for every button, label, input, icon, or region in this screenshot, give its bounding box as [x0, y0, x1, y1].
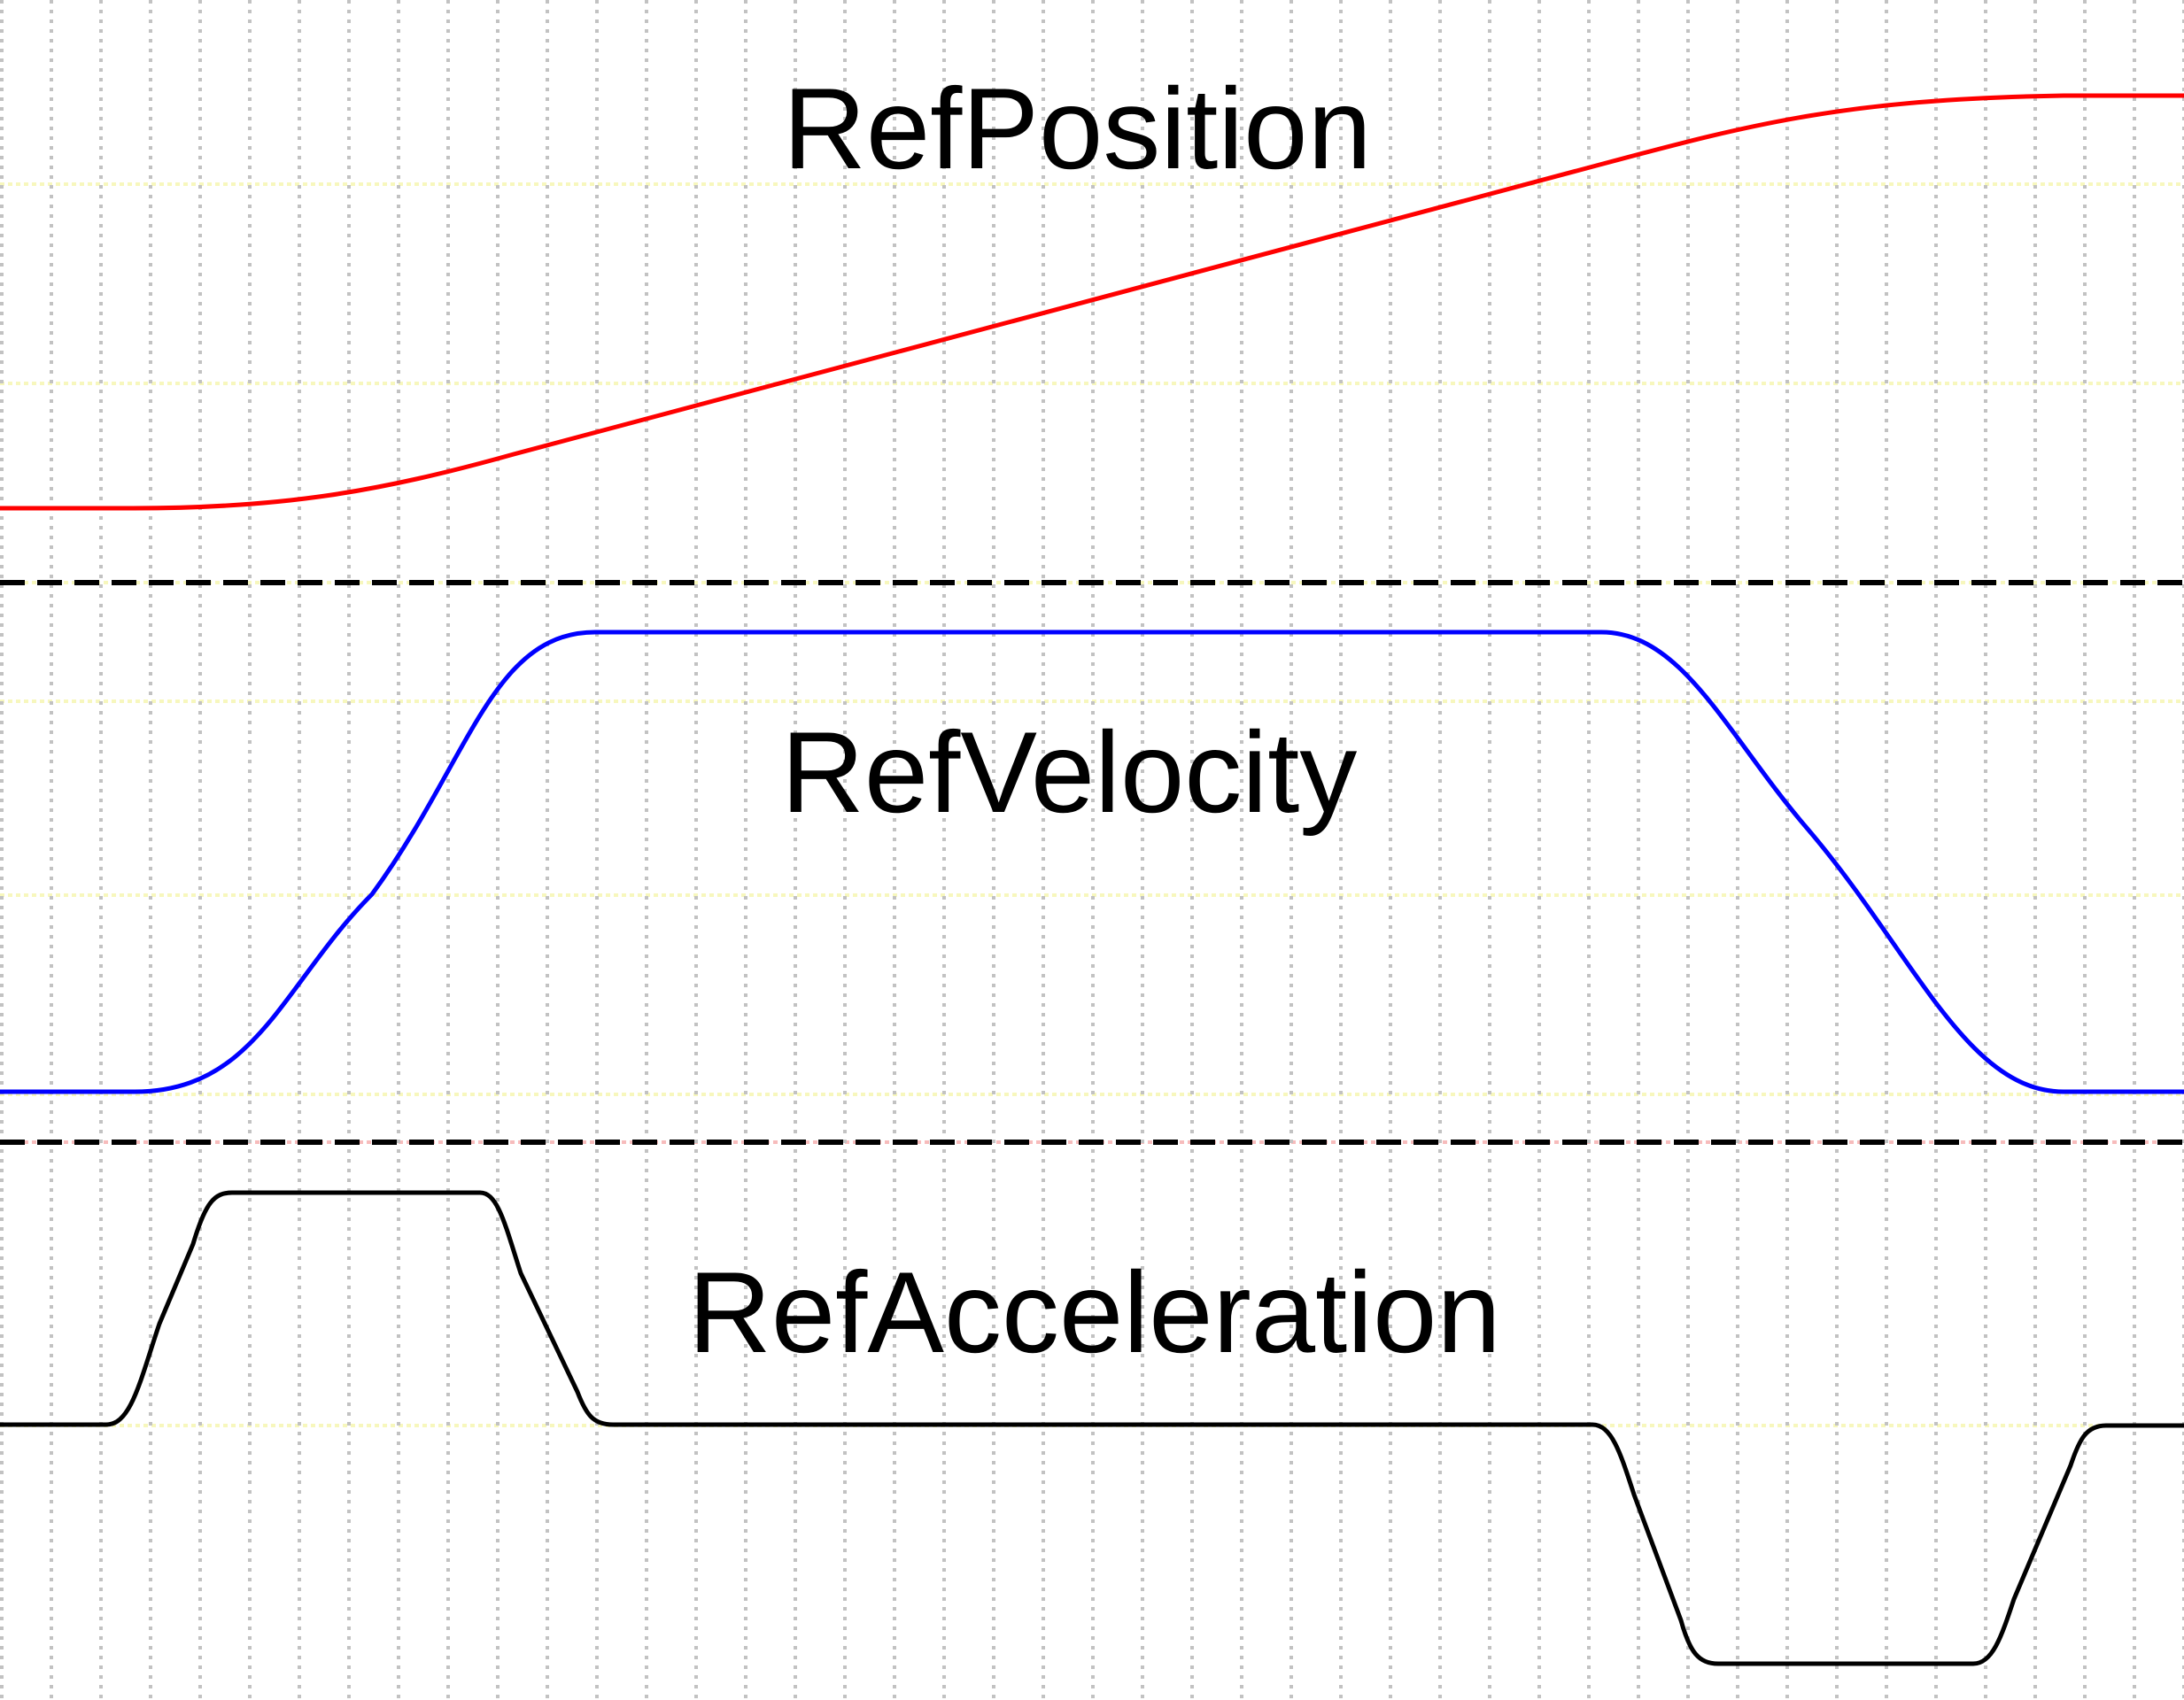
refvelocity-curve: [0, 630, 2184, 1094]
refacceleration-curve-label: RefAcceleration: [688, 1248, 1501, 1377]
refposition-curve-label: RefPosition: [783, 64, 1372, 193]
refvelocity-curve-label: RefVelocity: [781, 707, 1358, 837]
band-separator-dashed-lines: [0, 580, 2184, 1145]
refacceleration-curve: [0, 1190, 2184, 1666]
refposition-curve: [0, 93, 2184, 511]
trace-curves: [0, 93, 2184, 1666]
